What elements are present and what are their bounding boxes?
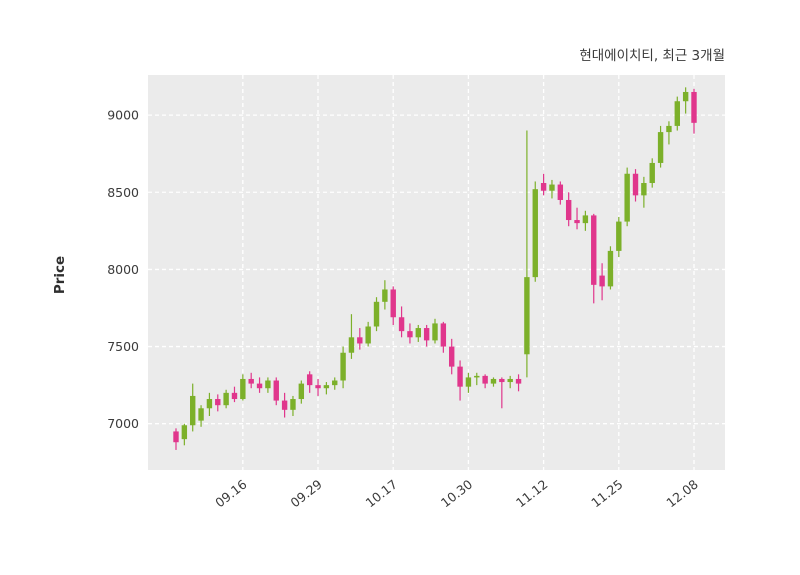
candle-body bbox=[231, 392, 238, 400]
candle-body bbox=[582, 215, 589, 224]
x-tick-label: 11.12 bbox=[513, 477, 550, 511]
candle-body bbox=[256, 383, 263, 389]
candle-body bbox=[423, 328, 430, 341]
candle-body bbox=[524, 277, 530, 355]
candle-body bbox=[666, 125, 672, 133]
candle-body bbox=[357, 337, 363, 344]
candle-body bbox=[465, 377, 472, 387]
candle-body bbox=[591, 215, 597, 285]
candle-body bbox=[682, 91, 689, 102]
candle-body bbox=[499, 378, 505, 383]
candle-body bbox=[340, 352, 346, 381]
candle-body bbox=[432, 323, 438, 341]
candle-body bbox=[206, 399, 213, 409]
candle-body bbox=[532, 189, 538, 278]
candle-body bbox=[415, 328, 421, 338]
candle-body bbox=[624, 173, 630, 222]
candle-body bbox=[223, 392, 229, 406]
x-tick-label: 10.30 bbox=[438, 477, 475, 511]
candle-body bbox=[515, 378, 522, 384]
candle-body bbox=[607, 250, 614, 287]
candle-body bbox=[632, 173, 639, 196]
y-axis-label: Price bbox=[52, 255, 68, 295]
y-tick-label: 8000 bbox=[107, 262, 139, 277]
candle-body bbox=[657, 132, 664, 163]
candle-body bbox=[557, 184, 564, 200]
candle-body bbox=[190, 395, 196, 426]
candle-body bbox=[449, 346, 455, 367]
candle-body bbox=[457, 366, 463, 387]
candle-body bbox=[281, 400, 288, 410]
candle-body bbox=[691, 91, 697, 123]
candle-body bbox=[248, 378, 254, 384]
x-tick-label: 12.08 bbox=[663, 477, 700, 511]
plot-area bbox=[148, 75, 725, 470]
candle-body bbox=[265, 380, 271, 389]
candle-body bbox=[599, 275, 605, 287]
candle-body bbox=[215, 399, 221, 406]
candle-body bbox=[474, 375, 480, 378]
candle-body bbox=[240, 378, 246, 400]
chart-title: 현대에이치티, 최근 3개월 bbox=[579, 48, 725, 64]
x-tick-label: 09.29 bbox=[287, 477, 324, 511]
candle-body bbox=[198, 408, 204, 421]
y-tick-label: 8500 bbox=[107, 185, 139, 200]
y-tick-label: 9000 bbox=[107, 108, 139, 123]
candle-body bbox=[490, 378, 497, 384]
candle-body bbox=[173, 431, 179, 443]
candle-body bbox=[365, 326, 371, 344]
candle-body bbox=[649, 162, 655, 184]
y-tick-label: 7000 bbox=[107, 416, 139, 431]
candle-body bbox=[565, 199, 572, 221]
candle-body bbox=[348, 337, 355, 353]
candle-body bbox=[323, 385, 330, 389]
candle-body bbox=[315, 385, 321, 389]
candle-body bbox=[298, 383, 305, 400]
candle-body bbox=[398, 317, 405, 332]
candle-body bbox=[382, 289, 388, 302]
candle-body bbox=[373, 301, 380, 327]
candle-body bbox=[390, 289, 396, 318]
candle-body bbox=[641, 183, 647, 196]
x-tick-label: 10.17 bbox=[363, 477, 400, 511]
candle-body bbox=[549, 184, 555, 191]
candle-body bbox=[290, 399, 296, 410]
candle-body bbox=[440, 323, 447, 347]
candle-body bbox=[574, 220, 580, 224]
y-tick-label: 7500 bbox=[107, 339, 139, 354]
x-tick-label: 09.16 bbox=[212, 477, 249, 511]
candle-body bbox=[674, 101, 680, 126]
candle-body bbox=[332, 380, 338, 386]
candle-body bbox=[540, 183, 547, 191]
candle-body bbox=[507, 378, 513, 383]
candle-body bbox=[407, 331, 413, 338]
candle-body bbox=[616, 221, 622, 251]
candle-body bbox=[306, 374, 313, 386]
candle-body bbox=[273, 380, 279, 401]
candle-body bbox=[181, 425, 188, 440]
x-tick-label: 11.25 bbox=[588, 477, 625, 511]
candle-body bbox=[482, 375, 488, 384]
